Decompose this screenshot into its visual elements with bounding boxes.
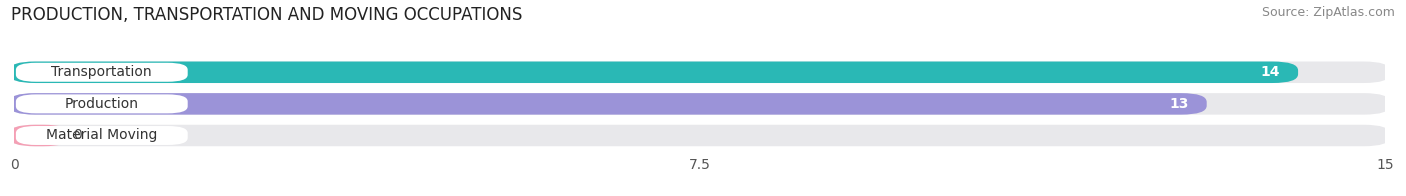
Text: 14: 14 [1260,65,1279,79]
Text: Material Moving: Material Moving [46,129,157,142]
Text: PRODUCTION, TRANSPORTATION AND MOVING OCCUPATIONS: PRODUCTION, TRANSPORTATION AND MOVING OC… [11,6,523,24]
FancyBboxPatch shape [15,126,188,145]
Text: 0: 0 [73,129,82,142]
FancyBboxPatch shape [10,93,1206,115]
FancyBboxPatch shape [10,62,1298,83]
Text: Source: ZipAtlas.com: Source: ZipAtlas.com [1261,6,1395,19]
Text: Production: Production [65,97,139,111]
FancyBboxPatch shape [15,63,188,82]
Text: Transportation: Transportation [52,65,152,79]
FancyBboxPatch shape [10,125,69,146]
Text: 13: 13 [1168,97,1188,111]
FancyBboxPatch shape [15,94,188,113]
FancyBboxPatch shape [10,125,1389,146]
FancyBboxPatch shape [10,93,1389,115]
FancyBboxPatch shape [10,62,1389,83]
